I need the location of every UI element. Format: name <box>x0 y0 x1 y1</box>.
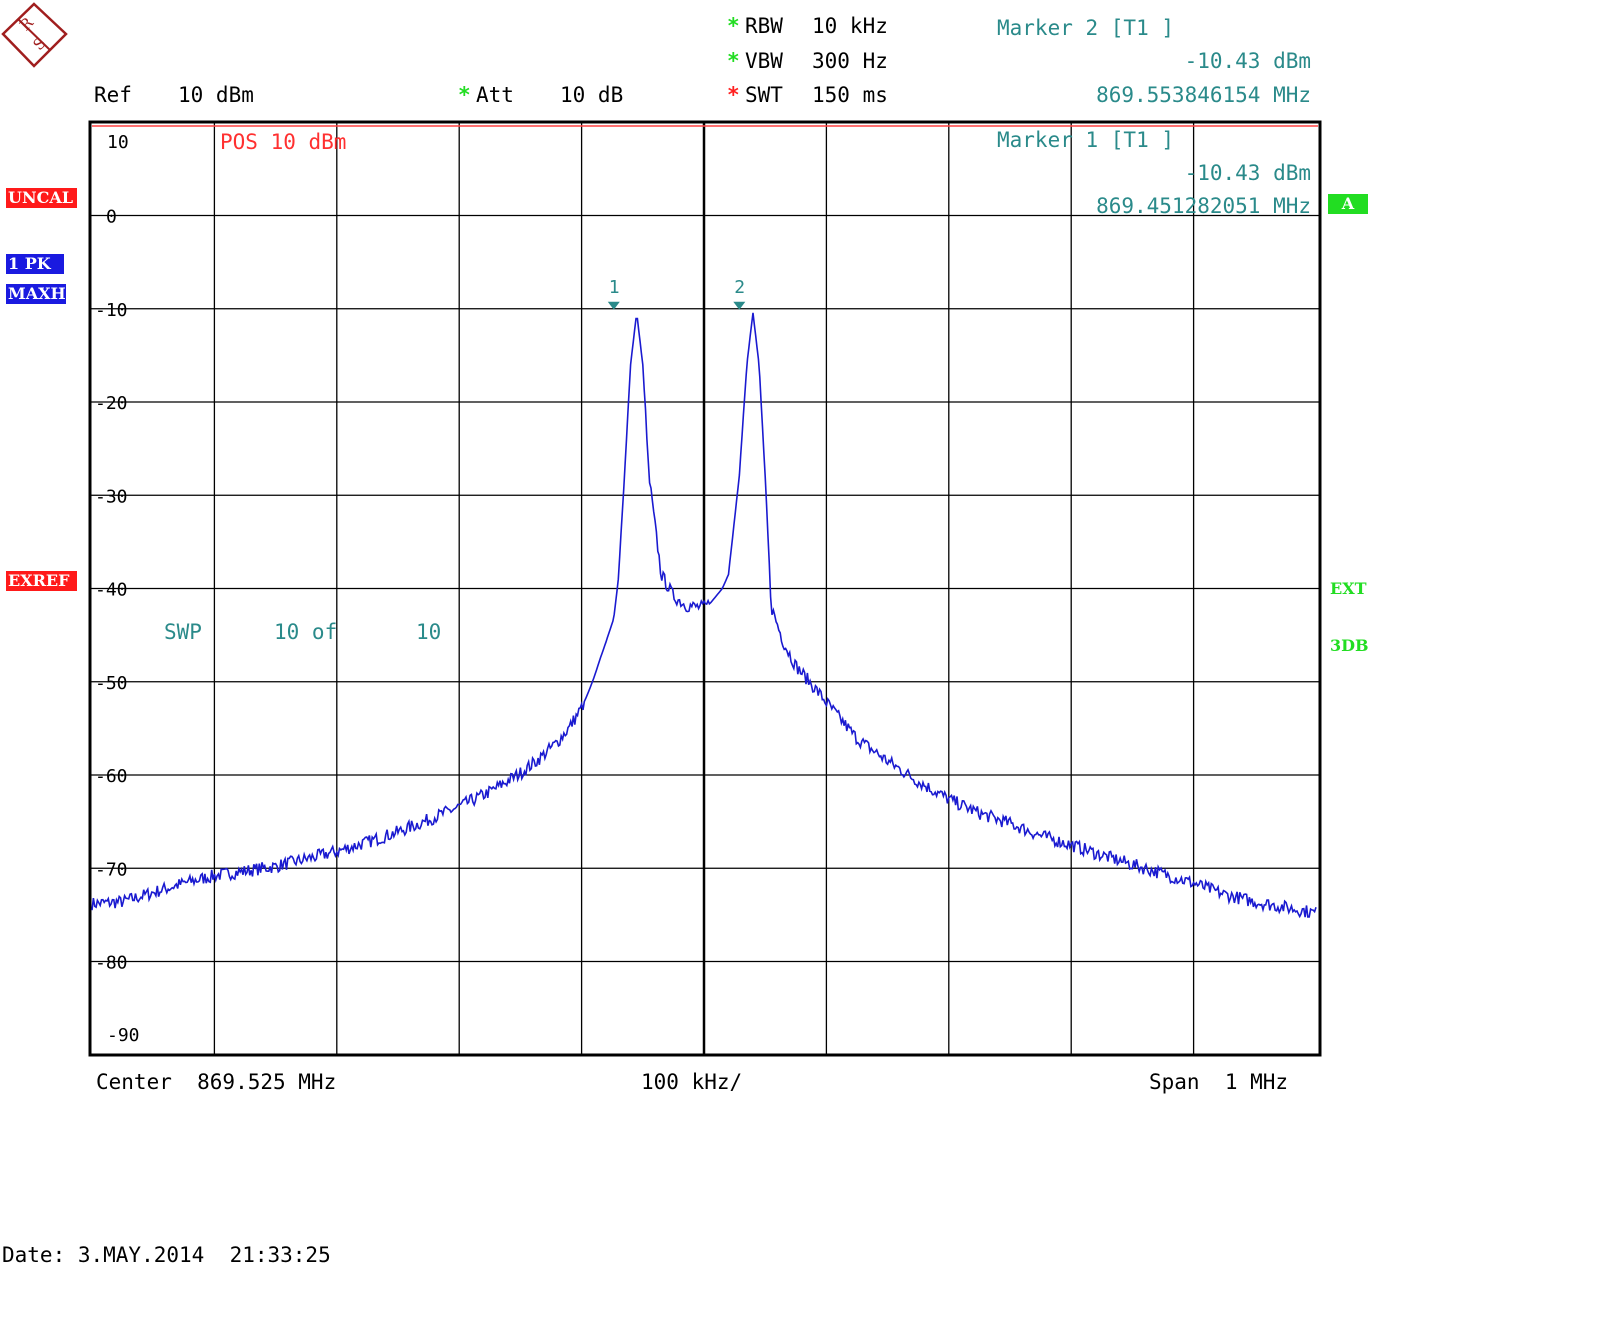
marker-label: 2 <box>734 277 745 298</box>
rbw-value: 10 kHz <box>812 14 888 38</box>
att-star: * <box>458 83 471 107</box>
y-tick-label: -80 <box>95 953 128 974</box>
marker1-title: Marker 1 [T1 ] <box>997 128 1175 152</box>
marker1-freq: 869.451282051 MHz <box>1096 194 1311 218</box>
ext-badge: EXT <box>1330 579 1367 598</box>
trace-a-badge: A <box>1328 194 1368 214</box>
y-tick-label: -50 <box>95 673 128 694</box>
swp-count: 10 of <box>274 620 338 644</box>
rbw-label: RBW <box>745 14 783 38</box>
y-tick-label: -40 <box>95 580 128 601</box>
rbw-star: * <box>727 14 740 38</box>
ref-value: 10 dBm <box>178 83 254 107</box>
center-frequency: Center 869.525 MHz <box>96 1070 337 1094</box>
y-tick-label: -90 <box>107 1025 140 1046</box>
ref-label: Ref <box>94 83 132 107</box>
y-tick-label: -60 <box>95 766 128 787</box>
marker1-level: -10.43 dBm <box>1184 161 1311 185</box>
timestamp: Date: 3.MAY.2014 21:33:25 <box>2 1243 331 1267</box>
maxh-badge: MAXH <box>6 284 66 304</box>
marker2-freq: 869.553846154 MHz <box>1096 83 1311 107</box>
marker2-level: -10.43 dBm <box>1184 49 1311 73</box>
marker2-title: Marker 2 [T1 ] <box>997 16 1175 40</box>
3db-badge: 3DB <box>1330 636 1369 655</box>
att-value: 10 dB <box>560 83 624 107</box>
y-tick-label: -20 <box>95 393 128 414</box>
pos-label: POS 10 dBm <box>220 130 347 154</box>
uncal-badge: UNCAL <box>6 188 77 208</box>
vbw-value: 300 Hz <box>812 49 888 73</box>
swt-star: * <box>727 83 740 107</box>
y-tick-label: 0 <box>106 207 117 228</box>
y-tick-label: -70 <box>95 859 128 880</box>
y-tick-label: 10 <box>107 132 129 153</box>
y-tick-label: -30 <box>95 486 128 507</box>
marker-triangle-icon <box>733 301 746 310</box>
y-tick-label: -10 <box>95 300 128 321</box>
vbw-star: * <box>727 49 740 73</box>
swt-value: 150 ms <box>812 83 888 107</box>
exref-badge: EXREF <box>6 571 77 591</box>
marker-triangle-icon <box>607 301 620 310</box>
swp-label: SWP <box>164 620 202 644</box>
swp-total: 10 <box>416 620 442 644</box>
att-label: Att <box>476 83 514 107</box>
spectrum-trace <box>91 312 1317 919</box>
span-label: Span 1 MHz <box>1149 1070 1289 1094</box>
vbw-label: VBW <box>745 49 783 73</box>
swt-label: SWT <box>745 83 783 107</box>
rohde-schwarz-logo: R S <box>1 2 68 68</box>
y-tick-labels: 10 0 -10 -20 -30 -40 -50 -60 -70 -80 -90 <box>95 132 140 1046</box>
trace-pk-badge: 1 PK <box>6 254 64 274</box>
marker-label: 1 <box>609 277 620 298</box>
division-label: 100 kHz/ <box>641 1070 743 1094</box>
plot-grid <box>88 120 1322 1057</box>
